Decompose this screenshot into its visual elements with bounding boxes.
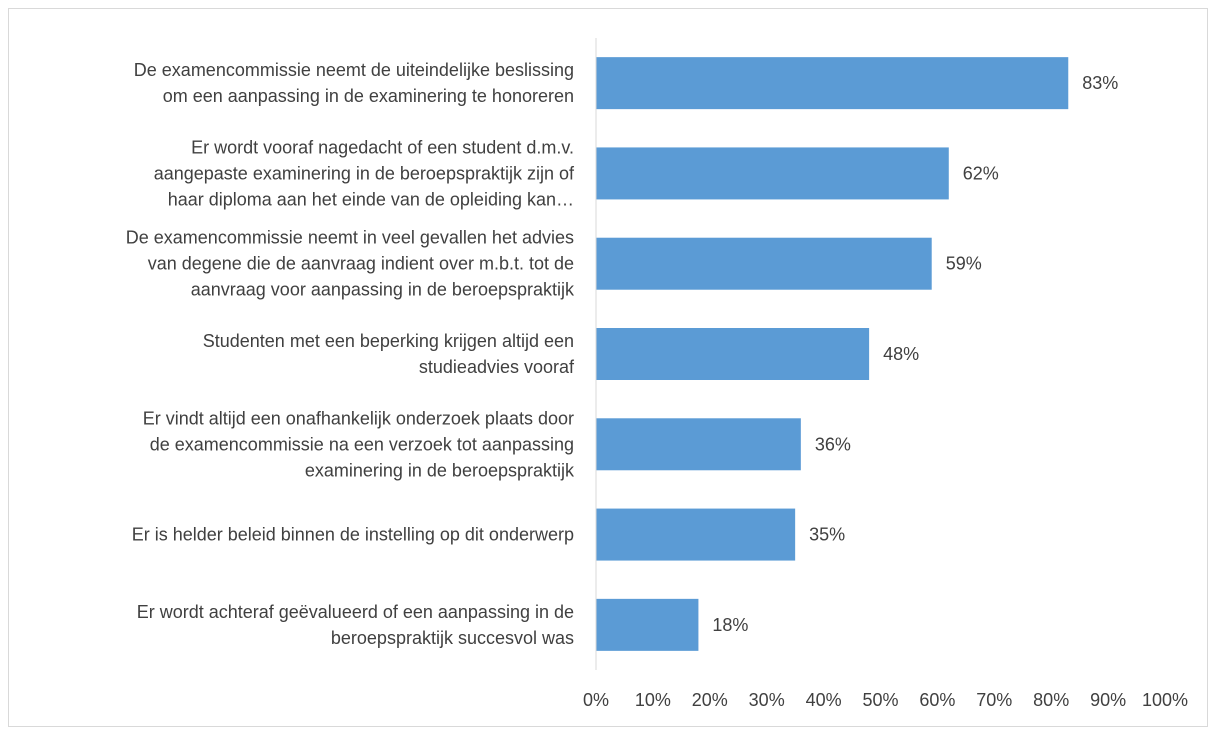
data-label: 62% — [963, 163, 999, 183]
category-label-line: studieadvies vooraf — [419, 357, 575, 377]
category-label: De examencommissie neemt de uiteindelijk… — [134, 60, 574, 106]
category-label-line: Er wordt achteraf geëvalueerd of een aan… — [137, 602, 574, 622]
category-label-line: om een aanpassing in de examinering te h… — [163, 86, 574, 106]
x-tick-label: 20% — [692, 690, 728, 710]
category-label-line: Er vindt altijd een onafhankelijk onderz… — [143, 408, 574, 428]
x-tick-label: 60% — [919, 690, 955, 710]
category-label: De examencommissie neemt in veel gevalle… — [126, 228, 575, 300]
data-label: 36% — [815, 434, 851, 454]
x-tick-label: 10% — [635, 690, 671, 710]
category-label: Er is helder beleid binnen de instelling… — [132, 525, 574, 545]
bar — [596, 147, 949, 200]
x-axis-tick-labels: 0% 10% 20% 30% 40% 50% 60% 70% 80% 90% 100% — [583, 690, 1188, 710]
data-label: 35% — [809, 525, 845, 545]
bar — [596, 418, 801, 471]
x-tick-label: 90% — [1090, 690, 1126, 710]
category-label-line: De examencommissie neemt in veel gevalle… — [126, 228, 574, 248]
data-labels: 83% 62% 59% 48% 36% 35% 18% — [712, 73, 1118, 635]
x-tick-label: 40% — [806, 690, 842, 710]
bar — [596, 57, 1069, 110]
category-label-line: examinering in de beroepspraktijk — [305, 460, 575, 480]
bar — [596, 598, 699, 651]
x-tick-label: 50% — [862, 690, 898, 710]
category-labels: De examencommissie neemt de uiteindelijk… — [126, 60, 575, 648]
category-label: Er vindt altijd een onafhankelijk onderz… — [143, 408, 575, 480]
category-label-line: beroepspraktijk succesvol was — [331, 628, 574, 648]
category-label: Er wordt vooraf nagedacht of een student… — [154, 137, 575, 209]
category-label: Studenten met een beperking krijgen alti… — [203, 331, 575, 377]
data-label: 83% — [1082, 73, 1118, 93]
data-label: 48% — [883, 344, 919, 364]
category-label-line: Er wordt vooraf nagedacht of een student… — [191, 137, 574, 157]
category-label-line: aanvraag voor aanpassing in de beroepspr… — [191, 280, 575, 300]
bars — [596, 57, 1069, 651]
category-label-line: Studenten met een beperking krijgen alti… — [203, 331, 574, 351]
category-label-line: aangepaste examinering in de beroepsprak… — [154, 163, 575, 183]
category-label-line: Er is helder beleid binnen de instelling… — [132, 525, 574, 545]
bar — [596, 328, 870, 380]
category-label-line: haar diploma aan het einde van de opleid… — [168, 189, 574, 209]
data-label: 59% — [946, 254, 982, 274]
data-label: 18% — [712, 615, 748, 635]
category-label-line: De examencommissie neemt de uiteindelijk… — [134, 60, 574, 80]
x-tick-label: 80% — [1033, 690, 1069, 710]
x-tick-label: 70% — [976, 690, 1012, 710]
x-tick-label: 0% — [583, 690, 609, 710]
bar — [596, 237, 932, 290]
category-label: Er wordt achteraf geëvalueerd of een aan… — [137, 602, 574, 648]
x-tick-label: 30% — [749, 690, 785, 710]
x-tick-label: 100% — [1142, 690, 1188, 710]
category-label-line: de examencommissie na een verzoek tot aa… — [150, 434, 574, 454]
category-label-line: van degene die de aanvraag indient over … — [148, 254, 574, 274]
bar — [596, 508, 796, 561]
